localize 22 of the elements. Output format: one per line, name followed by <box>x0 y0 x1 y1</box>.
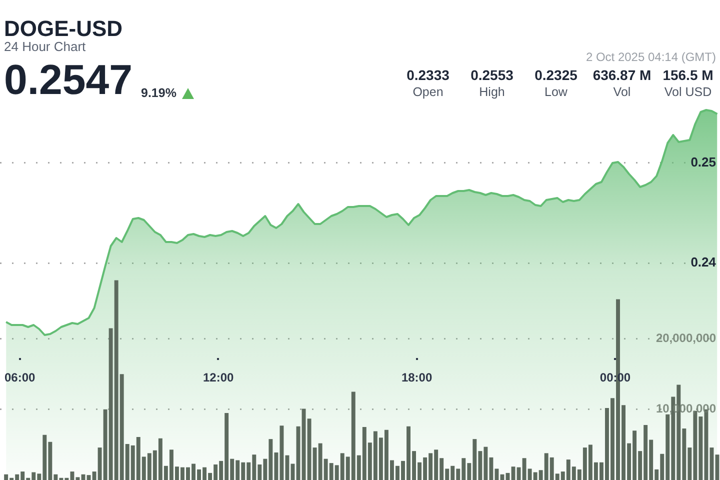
y-tick-label: 0.25 <box>690 154 716 170</box>
x-tick-label: 06:00 <box>4 370 36 384</box>
text: 24 Hour Chart <box>4 39 86 54</box>
y2-tick-label: 20,000,000 <box>656 331 716 346</box>
annotation: 156.5 M <box>662 67 714 83</box>
annotation: Vol <box>613 85 631 99</box>
annotation: 0.2553 <box>470 67 514 83</box>
annotation: Low <box>544 85 568 99</box>
annotation: 9.19% <box>141 86 176 100</box>
annotation: 2 Oct 2025 04:14 (GMT) <box>586 50 716 64</box>
annotation: 0.2325 <box>534 67 578 83</box>
text: DOGE-USD <box>4 16 123 41</box>
x-tick-label: 12:00 <box>202 370 234 384</box>
y-tick-label: 0.24 <box>690 254 717 270</box>
x-tick-label: 18:00 <box>401 370 432 384</box>
annotation: High <box>479 85 505 99</box>
annotation: 636.87 M <box>592 67 652 83</box>
annotation: 0.2547 <box>4 56 132 103</box>
annotation: Vol USD <box>664 85 712 99</box>
annotation: 0.2333 <box>406 67 450 83</box>
bar <box>86 475 91 480</box>
annotation: Open <box>412 85 444 99</box>
